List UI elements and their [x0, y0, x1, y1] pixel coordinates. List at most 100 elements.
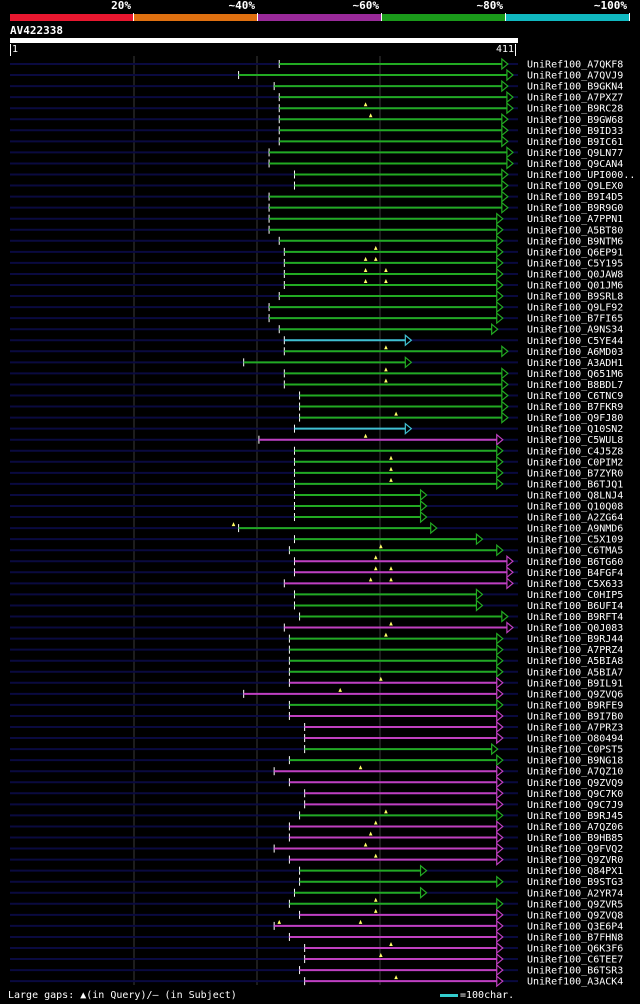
hit-row[interactable]: UniRef100_C6TNC9: [10, 389, 623, 403]
hit-label[interactable]: UniRef100_B9NTM6: [527, 236, 623, 247]
hit-label[interactable]: UniRef100_B6TSR3: [527, 966, 623, 977]
hit-label[interactable]: UniRef100_A7QZ06: [527, 822, 623, 833]
hit-label[interactable]: UniRef100_O80494: [527, 734, 623, 745]
hit-row[interactable]: UniRef100_B8BDL7: [10, 378, 623, 391]
hit-row[interactable]: UniRef100_Q6EP91: [10, 245, 623, 259]
hit-row[interactable]: UniRef100_A7QZ06: [10, 820, 623, 833]
hit-row[interactable]: UniRef100_Q9C7K0: [10, 787, 623, 800]
hit-label[interactable]: UniRef100_C0PIM2: [527, 457, 623, 468]
hit-row[interactable]: UniRef100_B7FHN8: [10, 930, 623, 944]
hit-row[interactable]: UniRef100_B9NG18: [10, 753, 623, 767]
hit-row[interactable]: UniRef100_C5X109: [10, 532, 623, 546]
hit-label[interactable]: UniRef100_B6TG60: [527, 557, 623, 568]
hit-label[interactable]: UniRef100_Q10SN2: [527, 424, 623, 435]
hit-row[interactable]: UniRef100_C0HIP5: [10, 588, 623, 601]
hit-row[interactable]: UniRef100_A3ACK4: [10, 974, 623, 988]
hit-row[interactable]: UniRef100_B9RFE9: [10, 698, 623, 712]
hit-label[interactable]: UniRef100_A7QKF8: [527, 60, 623, 71]
hit-row[interactable]: UniRef100_B9R9G0: [10, 201, 623, 215]
hit-label[interactable]: UniRef100_Q9ZVR5: [527, 899, 623, 910]
hit-row[interactable]: UniRef100_A7QVJ9: [10, 68, 623, 82]
hit-label[interactable]: UniRef100_Q9CAN4: [527, 159, 623, 170]
hit-label[interactable]: UniRef100_C5X633: [527, 579, 623, 590]
hit-label[interactable]: UniRef100_B9GKN4: [527, 82, 623, 93]
hit-row[interactable]: UniRef100_A3ADH1: [10, 356, 623, 369]
hit-row[interactable]: UniRef100_C4J5Z8: [10, 444, 623, 458]
hit-row[interactable]: UniRef100_B9I7B0: [10, 709, 623, 723]
hit-label[interactable]: UniRef100_Q9C7K0: [527, 789, 623, 800]
hit-row[interactable]: UniRef100_C6TMA5: [10, 543, 623, 557]
hit-row[interactable]: UniRef100_B7FKR9: [10, 400, 623, 414]
hit-row[interactable]: UniRef100_B6TJQ1: [10, 477, 623, 491]
hit-label[interactable]: UniRef100_B6TJQ1: [527, 479, 623, 490]
hit-row[interactable]: UniRef100_A7PXZ7: [10, 90, 623, 104]
hit-label[interactable]: UniRef100_C4J5Z8: [527, 446, 623, 457]
hit-row[interactable]: UniRef100_B6TG60: [10, 554, 623, 568]
hit-label[interactable]: UniRef100_B9GW68: [527, 115, 623, 126]
hit-row[interactable]: UniRef100_B6UFI4: [10, 599, 623, 612]
hit-label[interactable]: UniRef100_Q3E6P4: [527, 921, 623, 932]
hit-row[interactable]: UniRef100_B9IL91: [10, 676, 623, 690]
hit-row[interactable]: UniRef100_B9RC28: [10, 101, 623, 115]
hit-row[interactable]: UniRef100_Q9ZVQ9: [10, 775, 623, 789]
hit-label[interactable]: UniRef100_Q9FJ80: [527, 413, 623, 424]
hit-label[interactable]: UniRef100_B9RJ45: [527, 811, 623, 822]
hit-label[interactable]: UniRef100_B9ID33: [527, 126, 623, 137]
hit-label[interactable]: UniRef100_A7PRZ4: [527, 645, 623, 656]
hit-label[interactable]: UniRef100_C6TEE7: [527, 955, 623, 966]
hit-label[interactable]: UniRef100_A7PRZ3: [527, 723, 623, 734]
hit-label[interactable]: UniRef100_C5Y195: [527, 258, 623, 269]
hit-label[interactable]: UniRef100_A7PXZ7: [527, 93, 623, 104]
hit-row[interactable]: UniRef100_A2YR74: [10, 886, 623, 900]
hit-label[interactable]: UniRef100_Q6EP91: [527, 247, 623, 258]
hit-row[interactable]: UniRef100_B9HB85: [10, 831, 623, 845]
hit-label[interactable]: UniRef100_B6UFI4: [527, 601, 623, 612]
hit-row[interactable]: UniRef100_B9RJ45: [10, 809, 623, 822]
hit-label[interactable]: UniRef100_C6TMA5: [527, 546, 623, 557]
hit-label[interactable]: UniRef100_B9IC61: [527, 137, 623, 148]
hit-label[interactable]: UniRef100_Q0J083: [527, 623, 623, 634]
hit-label[interactable]: UniRef100_B7FKR9: [527, 402, 623, 413]
hit-label[interactable]: UniRef100_Q651M6: [527, 369, 623, 380]
hit-label[interactable]: UniRef100_A7PPN1: [527, 214, 623, 225]
hit-label[interactable]: UniRef100_B9I7B0: [527, 711, 623, 722]
hit-row[interactable]: UniRef100_Q9ZVQ8: [10, 908, 623, 922]
hit-label[interactable]: UniRef100_A5BT80: [527, 225, 623, 236]
hit-row[interactable]: UniRef100_Q10Q08: [10, 499, 623, 513]
hit-label[interactable]: UniRef100_Q0JAW8: [527, 269, 623, 280]
hit-row[interactable]: UniRef100_A5BT80: [10, 223, 623, 237]
hit-label[interactable]: UniRef100_A7QZ10: [527, 767, 623, 778]
hit-row[interactable]: UniRef100_C5X633: [10, 577, 623, 590]
hit-label[interactable]: UniRef100_A3ADH1: [527, 358, 623, 369]
hit-row[interactable]: UniRef100_Q9C7J9: [10, 798, 623, 811]
hit-row[interactable]: UniRef100_B6TSR3: [10, 963, 623, 977]
hit-label[interactable]: UniRef100_A7QVJ9: [527, 71, 623, 82]
hit-row[interactable]: UniRef100_B9RFT4: [10, 610, 623, 624]
hit-row[interactable]: UniRef100_A7PPN1: [10, 212, 623, 226]
hit-row[interactable]: UniRef100_Q9ZVR5: [10, 897, 623, 911]
hit-label[interactable]: UniRef100_B9I4D5: [527, 192, 623, 203]
hit-row[interactable]: UniRef100_A7PRZ4: [10, 643, 623, 657]
hit-label[interactable]: UniRef100_A3ACK4: [527, 977, 623, 988]
hit-label[interactable]: UniRef100_B9RFE9: [527, 700, 623, 711]
hit-label[interactable]: UniRef100_A5BIA8: [527, 656, 623, 667]
hit-row[interactable]: UniRef100_Q9LEX0: [10, 179, 623, 193]
hit-label[interactable]: UniRef100_Q6K3F6: [527, 944, 623, 955]
hit-row[interactable]: UniRef100_B9IC61: [10, 135, 623, 148]
hit-row[interactable]: UniRef100_B9RJ44: [10, 632, 623, 646]
hit-row[interactable]: UniRef100_Q0JAW8: [10, 267, 623, 281]
hit-label[interactable]: UniRef100_C5X109: [527, 535, 623, 546]
hit-label[interactable]: UniRef100_A5BIA7: [527, 667, 623, 678]
hit-row[interactable]: UniRef100_O80494: [10, 731, 623, 745]
hit-row[interactable]: UniRef100_B9STG3: [10, 875, 623, 889]
hit-row[interactable]: UniRef100_A7QZ10: [10, 764, 623, 778]
hit-label[interactable]: UniRef100_Q9LF92: [527, 303, 623, 314]
hit-label[interactable]: UniRef100_C5YE44: [527, 336, 623, 347]
hit-label[interactable]: UniRef100_B9NG18: [527, 756, 623, 767]
hit-row[interactable]: UniRef100_A7PRZ3: [10, 720, 623, 734]
hit-label[interactable]: UniRef100_C6TNC9: [527, 391, 623, 402]
hit-row[interactable]: UniRef100_Q9LN77: [10, 146, 623, 159]
hit-label[interactable]: UniRef100_Q9LEX0: [527, 181, 623, 192]
hit-label[interactable]: UniRef100_B9R9G0: [527, 203, 623, 214]
hit-row[interactable]: UniRef100_B9SRL8: [10, 289, 623, 303]
